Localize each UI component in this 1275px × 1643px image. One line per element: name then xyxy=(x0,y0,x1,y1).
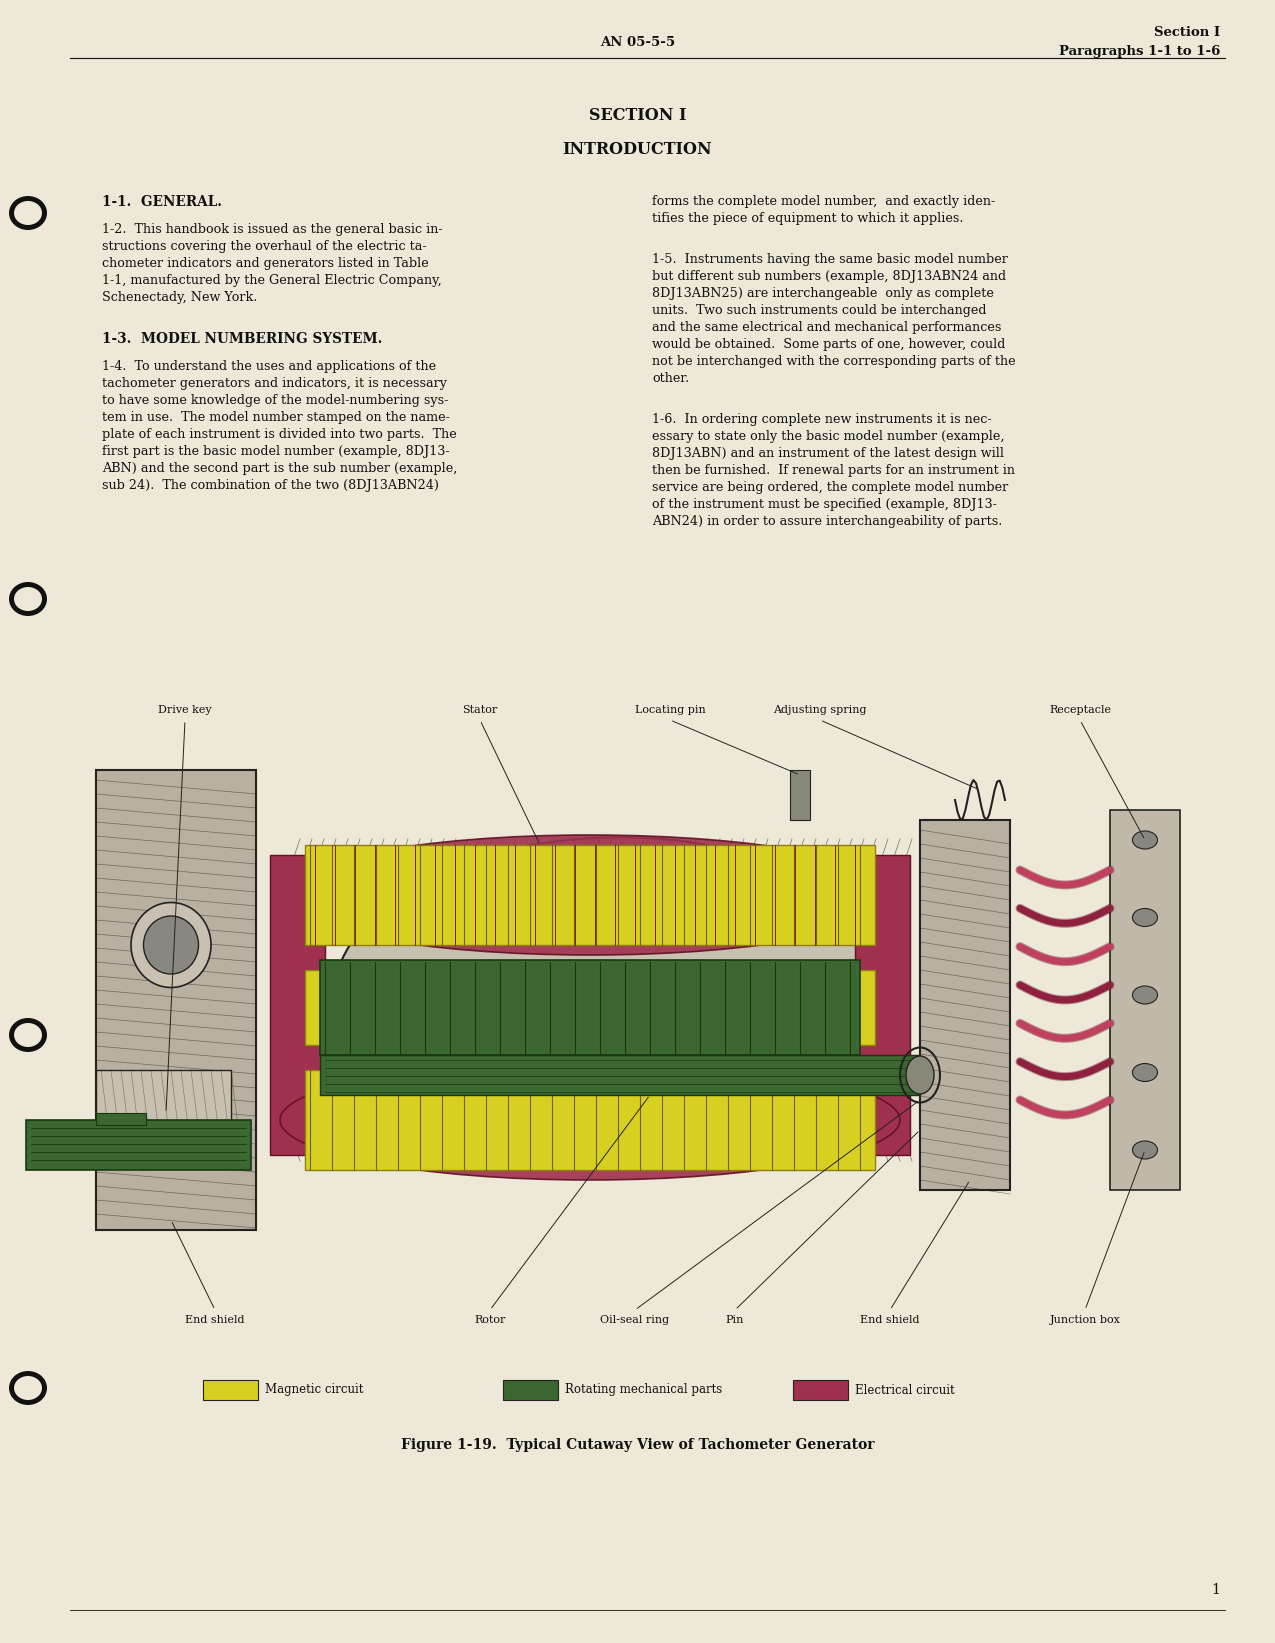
Text: of the instrument must be specified (example, 8DJ13-: of the instrument must be specified (exa… xyxy=(652,498,997,511)
Text: Rotor: Rotor xyxy=(474,1314,506,1324)
Text: Drive key: Drive key xyxy=(158,705,212,715)
Ellipse shape xyxy=(14,587,42,611)
Text: 1-1, manufactured by the General Electric Company,: 1-1, manufactured by the General Electri… xyxy=(102,274,441,288)
Ellipse shape xyxy=(131,902,210,987)
Text: Stator: Stator xyxy=(463,705,497,715)
Text: 1-1.  GENERAL.: 1-1. GENERAL. xyxy=(102,196,222,209)
Text: first part is the basic model number (example, 8DJ13-: first part is the basic model number (ex… xyxy=(102,445,450,458)
Text: units.  Two such instruments could be interchanged: units. Two such instruments could be int… xyxy=(652,304,987,317)
Bar xyxy=(26,1121,251,1170)
Bar xyxy=(856,854,910,1155)
Bar xyxy=(203,1380,258,1400)
Text: but different sub numbers (example, 8DJ13ABN24 and: but different sub numbers (example, 8DJ1… xyxy=(652,269,1006,283)
Text: ABN24) in order to assure interchangeability of parts.: ABN24) in order to assure interchangeabi… xyxy=(652,514,1002,527)
Text: service are being ordered, the complete model number: service are being ordered, the complete … xyxy=(652,481,1009,495)
Bar xyxy=(1111,810,1179,1190)
Ellipse shape xyxy=(144,917,199,974)
Text: Paragraphs 1-1 to 1-6: Paragraphs 1-1 to 1-6 xyxy=(1058,46,1220,59)
Text: 1-4.  To understand the uses and applications of the: 1-4. To understand the uses and applicat… xyxy=(102,360,436,373)
Text: AN 05-5-5: AN 05-5-5 xyxy=(601,36,674,49)
Text: other.: other. xyxy=(652,371,690,384)
Ellipse shape xyxy=(14,1375,42,1400)
Text: structions covering the overhaul of the electric ta-: structions covering the overhaul of the … xyxy=(102,240,427,253)
Text: Oil-seal ring: Oil-seal ring xyxy=(601,1314,669,1324)
Ellipse shape xyxy=(280,835,900,955)
Bar xyxy=(790,771,810,820)
Text: End shield: End shield xyxy=(185,1314,245,1324)
Ellipse shape xyxy=(9,582,47,616)
Text: Electrical circuit: Electrical circuit xyxy=(856,1383,955,1397)
Bar xyxy=(921,820,1010,1190)
Text: and the same electrical and mechanical performances: and the same electrical and mechanical p… xyxy=(652,320,1001,334)
Ellipse shape xyxy=(1132,909,1158,927)
Bar xyxy=(320,1055,921,1094)
Text: Schenectady, New York.: Schenectady, New York. xyxy=(102,291,258,304)
Ellipse shape xyxy=(1132,1063,1158,1081)
Text: Junction box: Junction box xyxy=(1049,1314,1121,1324)
Bar xyxy=(96,1070,231,1150)
Text: to have some knowledge of the model-numbering sys-: to have some knowledge of the model-numb… xyxy=(102,394,449,407)
Text: 8DJ13ABN) and an instrument of the latest design will: 8DJ13ABN) and an instrument of the lates… xyxy=(652,447,1003,460)
Text: chometer indicators and generators listed in Table: chometer indicators and generators liste… xyxy=(102,256,428,269)
Text: forms the complete model number,  and exactly iden-: forms the complete model number, and exa… xyxy=(652,196,996,209)
Ellipse shape xyxy=(907,1056,935,1094)
Text: 1-3.  MODEL NUMBERING SYSTEM.: 1-3. MODEL NUMBERING SYSTEM. xyxy=(102,332,382,347)
Text: SECTION I: SECTION I xyxy=(589,107,686,123)
Text: INTRODUCTION: INTRODUCTION xyxy=(562,141,713,158)
Ellipse shape xyxy=(1132,986,1158,1004)
Text: Figure 1-19.  Typical Cutaway View of Tachometer Generator: Figure 1-19. Typical Cutaway View of Tac… xyxy=(400,1438,875,1452)
Text: would be obtained.  Some parts of one, however, could: would be obtained. Some parts of one, ho… xyxy=(652,338,1006,352)
Text: tachometer generators and indicators, it is necessary: tachometer generators and indicators, it… xyxy=(102,376,448,389)
Ellipse shape xyxy=(9,1019,47,1052)
Text: Pin: Pin xyxy=(725,1314,745,1324)
Ellipse shape xyxy=(14,1024,42,1047)
Bar xyxy=(96,1112,147,1125)
Bar xyxy=(504,1380,558,1400)
Text: Rotating mechanical parts: Rotating mechanical parts xyxy=(565,1383,722,1397)
Text: sub 24).  The combination of the two (8DJ13ABN24): sub 24). The combination of the two (8DJ… xyxy=(102,480,439,491)
Bar xyxy=(305,969,875,1045)
Ellipse shape xyxy=(1132,831,1158,849)
Text: tem in use.  The model number stamped on the name-: tem in use. The model number stamped on … xyxy=(102,411,450,424)
Bar xyxy=(305,1070,875,1170)
Ellipse shape xyxy=(333,838,907,1163)
Ellipse shape xyxy=(9,1370,47,1405)
Text: not be interchanged with the corresponding parts of the: not be interchanged with the correspondi… xyxy=(652,355,1016,368)
Text: essary to state only the basic model number (example,: essary to state only the basic model num… xyxy=(652,430,1005,444)
Text: Magnetic circuit: Magnetic circuit xyxy=(265,1383,363,1397)
Ellipse shape xyxy=(9,196,47,230)
Text: tifies the piece of equipment to which it applies.: tifies the piece of equipment to which i… xyxy=(652,212,964,225)
Text: 1: 1 xyxy=(1211,1582,1220,1597)
Ellipse shape xyxy=(1132,1140,1158,1158)
Text: Adjusting spring: Adjusting spring xyxy=(773,705,867,715)
Text: 1-6.  In ordering complete new instruments it is nec-: 1-6. In ordering complete new instrument… xyxy=(652,412,992,426)
Ellipse shape xyxy=(14,200,42,225)
Text: 1-2.  This handbook is issued as the general basic in-: 1-2. This handbook is issued as the gene… xyxy=(102,223,442,237)
Ellipse shape xyxy=(280,1060,900,1180)
Bar xyxy=(793,1380,848,1400)
Text: then be furnished.  If renewal parts for an instrument in: then be furnished. If renewal parts for … xyxy=(652,463,1015,476)
Text: plate of each instrument is divided into two parts.  The: plate of each instrument is divided into… xyxy=(102,427,456,440)
Text: End shield: End shield xyxy=(861,1314,919,1324)
Text: Section I: Section I xyxy=(1154,26,1220,38)
Text: 8DJ13ABN25) are interchangeable  only as complete: 8DJ13ABN25) are interchangeable only as … xyxy=(652,288,994,301)
Bar xyxy=(320,960,861,1055)
Bar xyxy=(96,771,256,1231)
Bar xyxy=(270,854,325,1155)
Bar xyxy=(305,845,875,945)
Text: Locating pin: Locating pin xyxy=(635,705,705,715)
Text: 1-5.  Instruments having the same basic model number: 1-5. Instruments having the same basic m… xyxy=(652,253,1007,266)
Text: ABN) and the second part is the sub number (example,: ABN) and the second part is the sub numb… xyxy=(102,462,458,475)
Text: Receptacle: Receptacle xyxy=(1049,705,1111,715)
